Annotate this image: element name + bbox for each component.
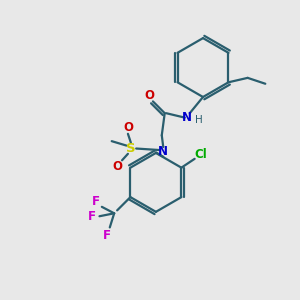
Text: H: H: [195, 115, 203, 125]
Text: Cl: Cl: [195, 148, 208, 161]
Text: N: N: [182, 111, 192, 124]
Text: O: O: [123, 122, 133, 134]
Text: F: F: [92, 195, 100, 208]
Text: F: F: [103, 229, 111, 242]
Text: N: N: [158, 145, 168, 158]
Text: O: O: [112, 160, 123, 173]
Text: S: S: [126, 142, 136, 155]
Text: F: F: [88, 210, 95, 223]
Text: O: O: [144, 89, 154, 102]
